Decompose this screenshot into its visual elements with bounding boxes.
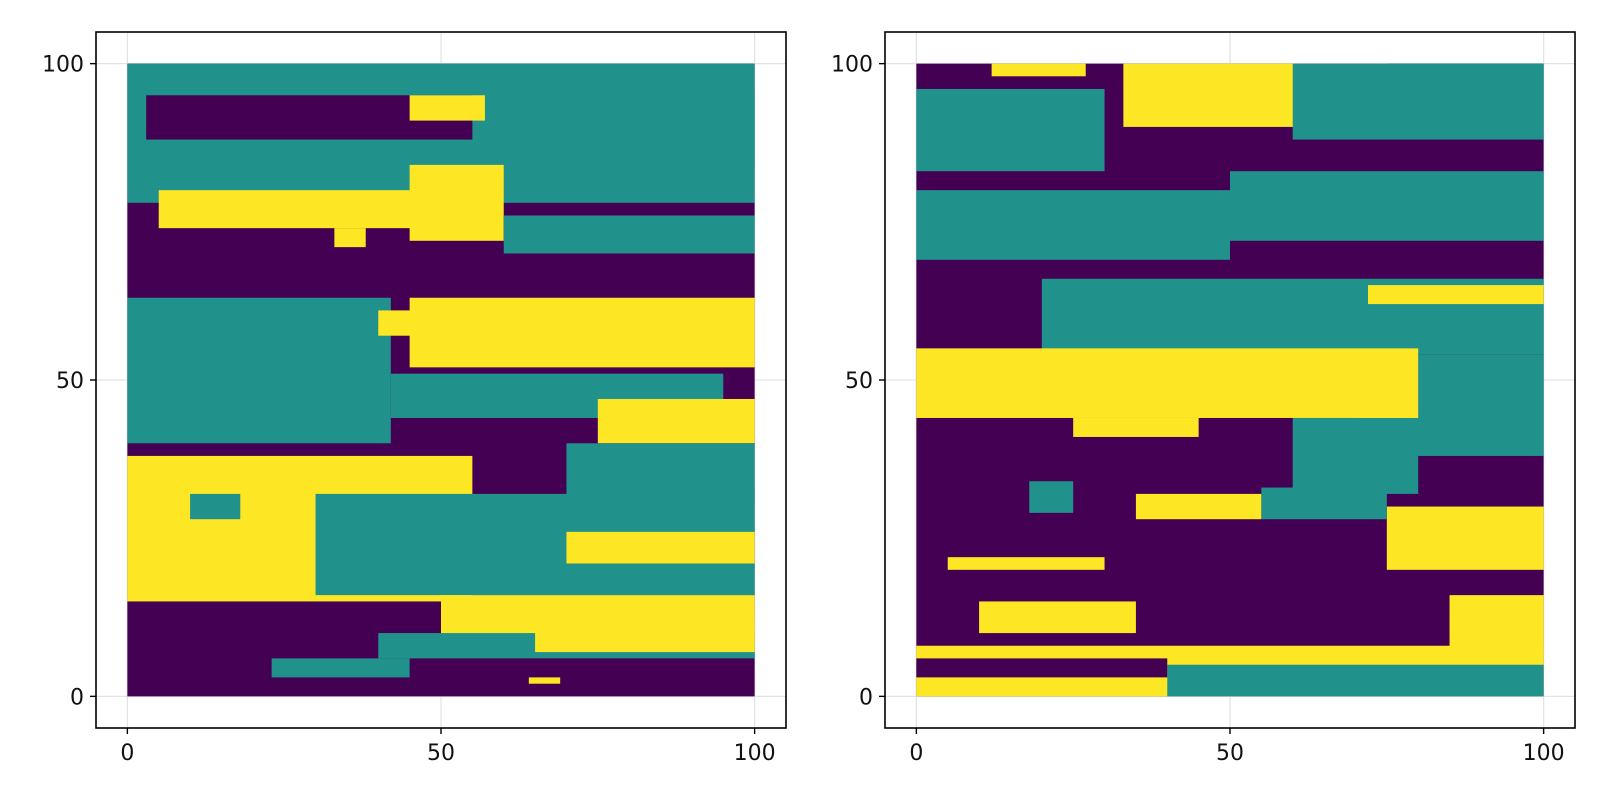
x-tick-label: 50 [427, 741, 455, 766]
heatmap-region-high [916, 348, 1419, 418]
heatmap-region-high [535, 620, 755, 653]
heatmap-panel-right: 0 50 100 0 50 100 [831, 31, 1576, 766]
heatmap-region-high [597, 398, 755, 444]
heatmap-panel-left: 0 50 100 0 50 100 [42, 31, 787, 766]
heatmap-region-mid [566, 443, 755, 501]
y-tick-label: 0 [859, 685, 873, 710]
heatmap-region-high [1368, 285, 1544, 305]
heatmap-region-mid [1029, 481, 1074, 513]
heatmap-region-low [916, 658, 1168, 678]
heatmap-region-high [378, 310, 567, 336]
heatmap-region-high [334, 228, 366, 248]
heatmap-region-high [947, 557, 1105, 570]
heatmap-region-mid [916, 190, 1230, 260]
heatmap-region-high [528, 677, 561, 684]
heatmap-region-high [158, 190, 485, 229]
heatmap-region-mid [127, 297, 391, 444]
heatmap-region-mid [1292, 417, 1419, 494]
y-tick-label: 0 [70, 685, 84, 710]
heatmap-cells [127, 63, 755, 697]
heatmap-region-mid [1261, 487, 1387, 520]
heatmap-region-mid [1167, 664, 1544, 697]
heatmap-region-high [1073, 417, 1199, 437]
y-tick-label: 100 [831, 53, 873, 78]
heatmap-region-mid [1292, 63, 1544, 140]
x-tick-label: 100 [1523, 741, 1565, 766]
heatmap-region-mid [271, 658, 410, 678]
heatmap-region-mid [503, 215, 755, 254]
heatmap-region-high [1449, 595, 1544, 659]
x-tick-label: 50 [1216, 741, 1244, 766]
heatmap-region-mid [190, 493, 241, 520]
heatmap-region-mid [1230, 171, 1544, 241]
heatmap-region-high [1135, 493, 1262, 520]
y-tick-label: 50 [56, 369, 84, 394]
heatmap-region-mid [503, 95, 755, 165]
heatmap-region-high [1386, 506, 1544, 570]
y-tick-label: 100 [42, 53, 84, 78]
heatmap-region-high [409, 95, 485, 121]
heatmap-region-mid [916, 88, 1105, 172]
heatmap-region-high [991, 63, 1086, 77]
x-tick-label: 100 [734, 741, 776, 766]
x-tick-label: 0 [909, 741, 923, 766]
heatmap-cells [916, 63, 1544, 697]
heatmap-region-high [566, 531, 755, 564]
y-tick-label: 50 [845, 369, 873, 394]
heatmap-region-high [979, 601, 1136, 634]
x-tick-label: 0 [120, 741, 134, 766]
